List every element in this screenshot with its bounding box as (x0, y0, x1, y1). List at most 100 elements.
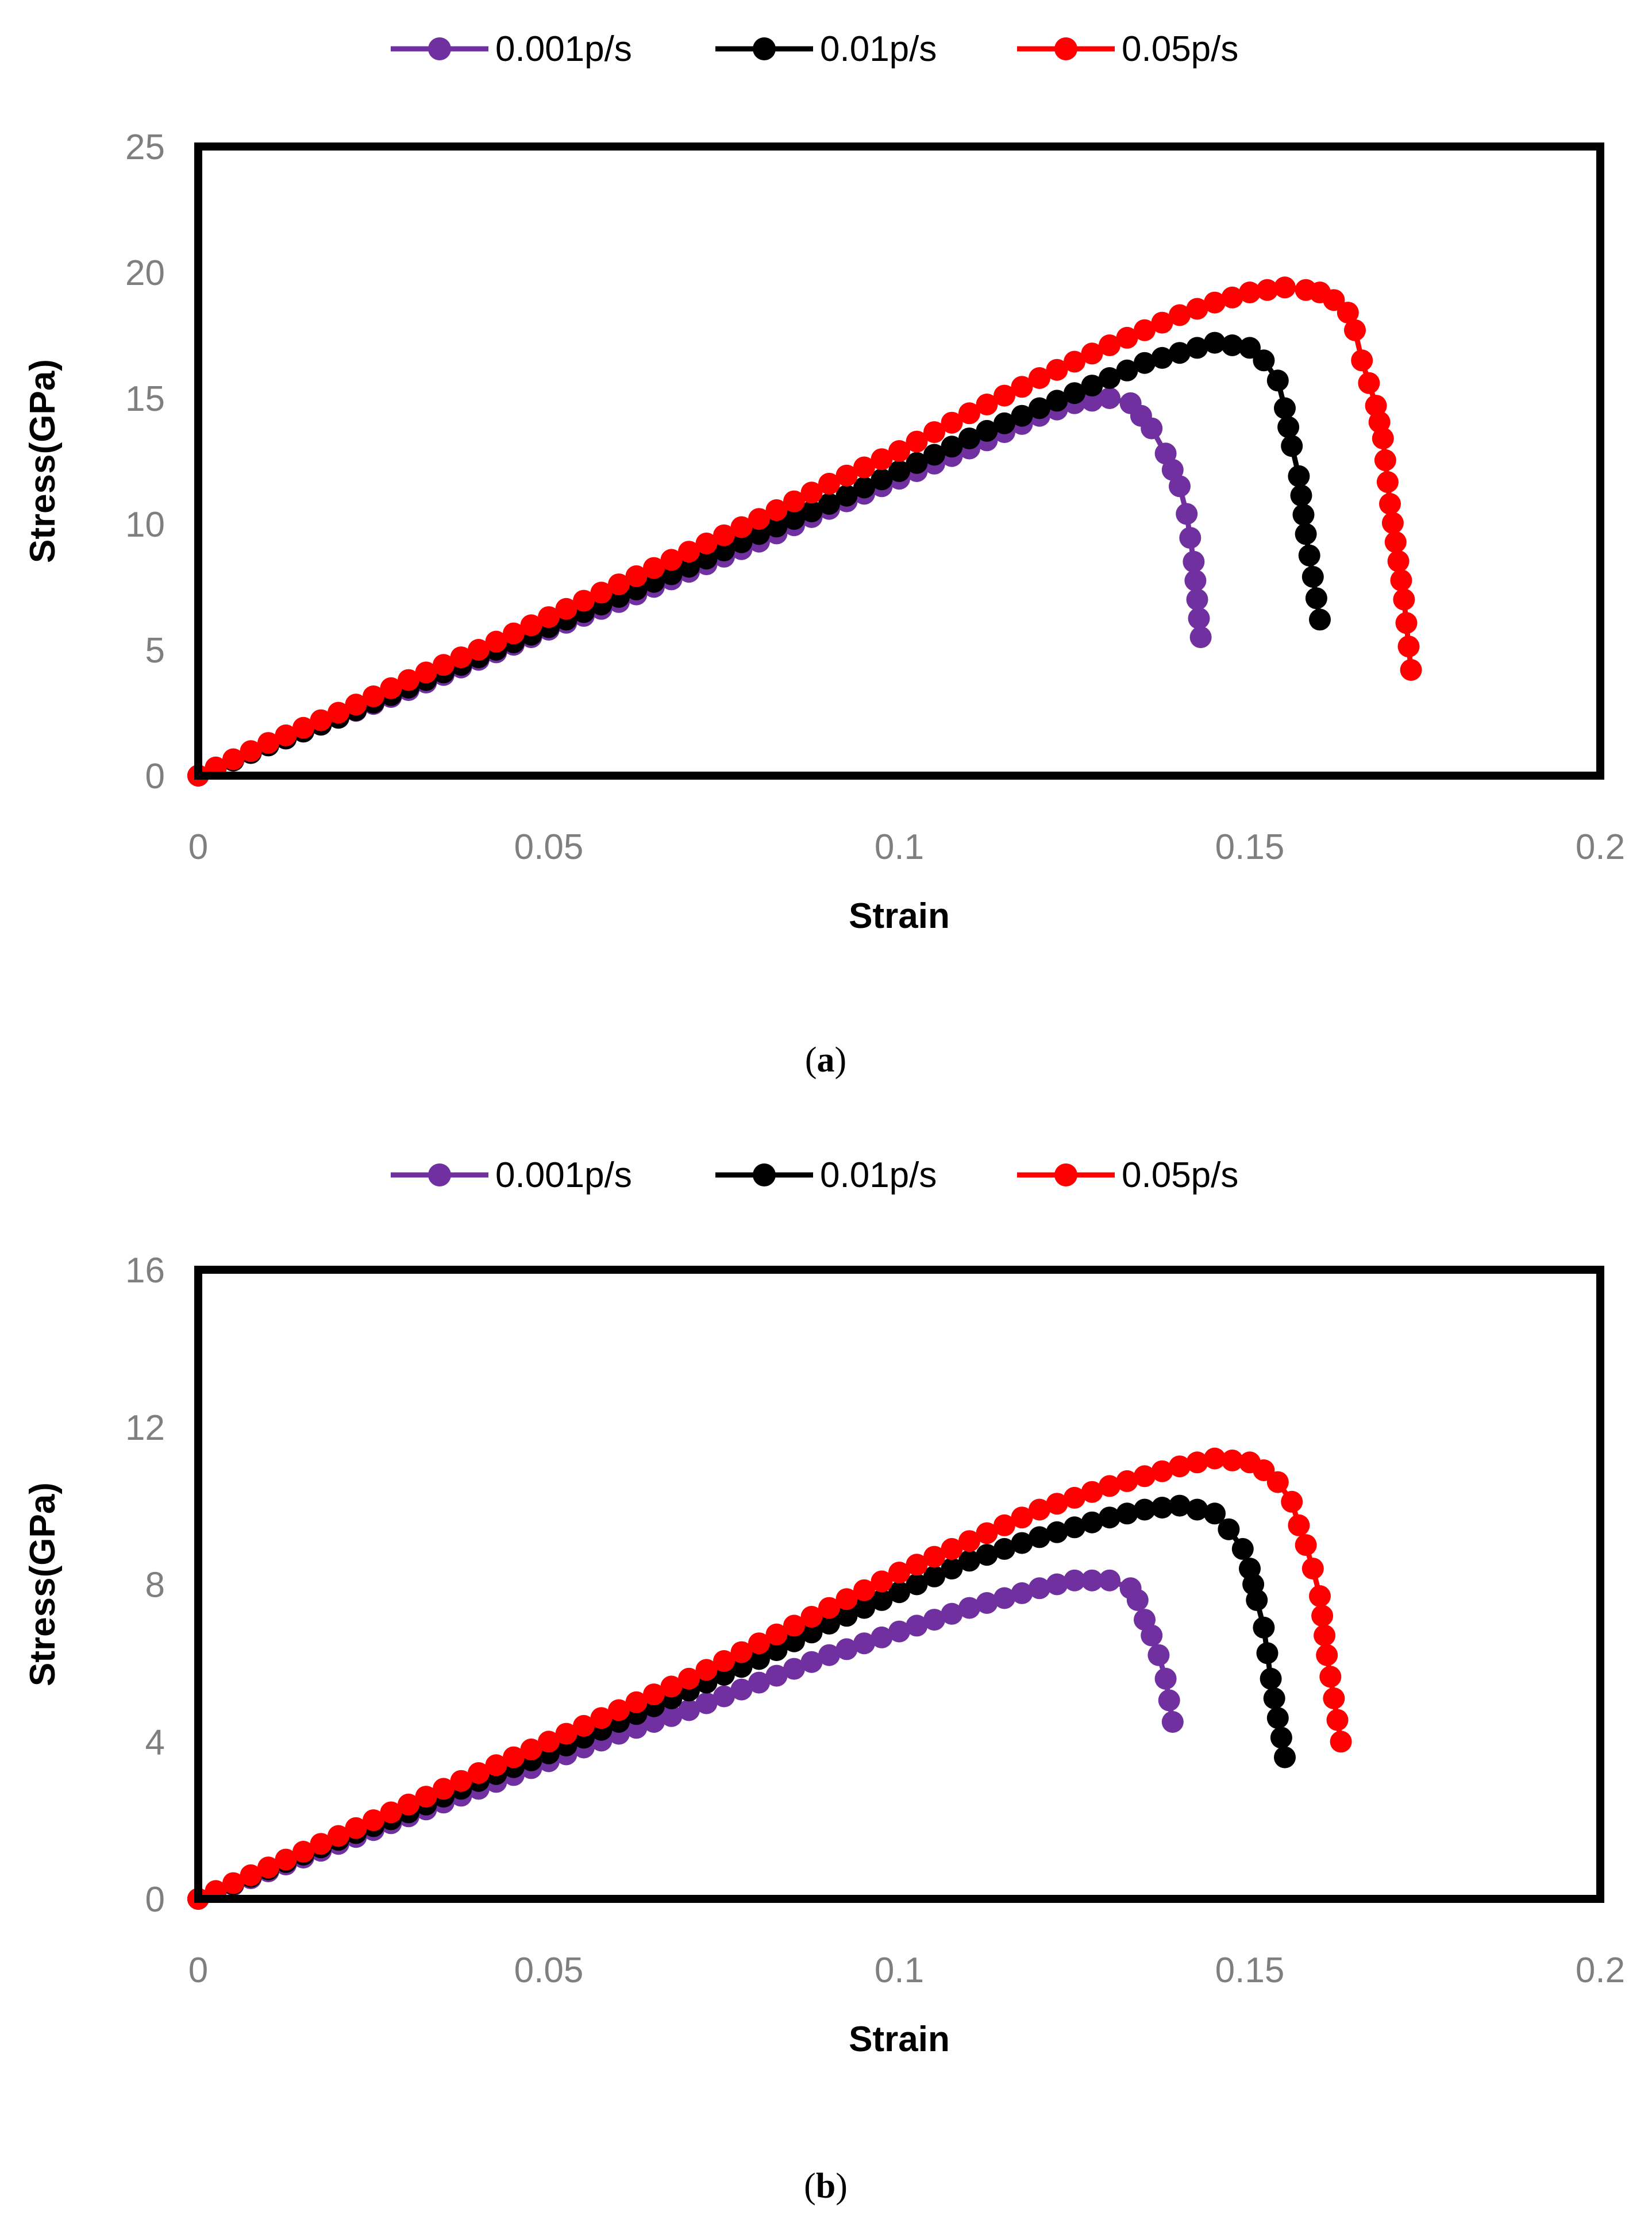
x-tick-label-0: 0 (188, 827, 208, 867)
series-1-point-68 (1293, 504, 1315, 526)
x-tick-label-4: 0.2 (1576, 1951, 1625, 1990)
series-2-point-70 (1316, 1644, 1338, 1666)
series-2-point-67 (1344, 319, 1366, 341)
series-2-point-62 (1274, 276, 1296, 298)
x-tick-label-3: 0.15 (1215, 827, 1285, 867)
y-tick-label-2: 8 (145, 1566, 165, 1605)
legend-label-1: 0.01p/s (820, 29, 937, 69)
legend-item-1[interactable]: 0.01p/s (715, 29, 937, 69)
series-2-point-74 (1330, 1731, 1352, 1752)
series-2-point-72 (1323, 1687, 1345, 1709)
legend-item-0[interactable]: 0.001p/s (391, 29, 632, 69)
caption-letter: b (816, 2167, 835, 2206)
series-0-point-59 (1176, 503, 1197, 525)
legend-item-2[interactable]: 0.05p/s (1017, 29, 1238, 69)
series-0-point-65 (1190, 626, 1212, 648)
series-1-point-61 (1253, 349, 1274, 371)
series-2-point-73 (1327, 1709, 1349, 1731)
series-2-point-72 (1372, 427, 1394, 449)
series-0-point-62 (1184, 570, 1206, 592)
series-2-point-79 (1391, 569, 1412, 591)
y-tick-label-0: 0 (145, 1880, 165, 1920)
caption-a: (a) (805, 1041, 846, 1080)
series-2-point-63 (1281, 1491, 1303, 1513)
legend-label-0: 0.001p/s (495, 29, 632, 69)
y-axis-title: Stress(GPa) (23, 1482, 63, 1686)
series-layer (187, 1448, 1352, 1910)
series-0-point-64 (1188, 607, 1210, 629)
series-1-point-71 (1302, 566, 1324, 588)
x-tick-label-0: 0 (188, 1951, 208, 1990)
x-tick-labels: 0 0.05 0.1 0.15 0.2 (188, 827, 1625, 867)
series-2-point-75 (1379, 493, 1401, 515)
series-1 (187, 332, 1331, 787)
caption-open-paren: ( (804, 2167, 816, 2206)
series-1-point-69 (1270, 1727, 1292, 1748)
series-0-point-57 (1147, 1644, 1169, 1666)
series-0-point-60 (1179, 527, 1201, 549)
series-0-point-52 (1099, 1570, 1120, 1592)
series-1-point-63 (1246, 1589, 1268, 1611)
series-1-point-72 (1306, 587, 1327, 609)
series-2-point-69 (1314, 1625, 1335, 1647)
series-2-point-71 (1319, 1666, 1341, 1687)
caption-close-paren: ) (835, 1041, 847, 1080)
caption-letter: a (817, 1041, 835, 1080)
series-2-point-65 (1295, 1534, 1317, 1556)
series-2-point-77 (1385, 531, 1407, 553)
series-1-point-66 (1288, 465, 1310, 487)
series-1-point-67 (1264, 1687, 1285, 1709)
caption-b: (b) (804, 2167, 848, 2206)
series-1-point-64 (1277, 416, 1299, 438)
series-2-point-74 (1377, 471, 1399, 493)
series-2-point-81 (1396, 612, 1418, 634)
x-tick-label-2: 0.1 (875, 1951, 924, 1990)
series-2-point-62 (1267, 1471, 1289, 1493)
series-1-point-68 (1267, 1707, 1289, 1729)
legend-item-2[interactable]: 0.05p/s (1017, 1155, 1238, 1195)
series-1-point-64 (1253, 1617, 1274, 1639)
series-2-point-66 (1302, 1558, 1324, 1579)
series-0-point-54 (1127, 1589, 1149, 1611)
legend-item-1[interactable]: 0.01p/s (715, 1155, 937, 1195)
series-2-point-76 (1382, 512, 1404, 534)
series-1-point-65 (1257, 1642, 1279, 1664)
x-tick-label-1: 0.05 (514, 1951, 584, 1990)
series-2-point-68 (1351, 349, 1373, 371)
legend-marker-0 (428, 1163, 451, 1186)
caption-close-paren: ) (835, 2167, 848, 2206)
legend-marker-1 (753, 37, 776, 60)
series-0-point-56 (1141, 1625, 1162, 1647)
series-0-point-61 (1183, 551, 1204, 573)
series-2-point-78 (1388, 550, 1410, 572)
series-1-point-70 (1299, 545, 1320, 567)
series-2-point-64 (1288, 1515, 1310, 1536)
series-1-point-73 (1309, 608, 1331, 630)
y-tick-label-4: 20 (125, 253, 165, 293)
legend-marker-2 (1054, 1163, 1077, 1186)
y-tick-label-1: 4 (145, 1723, 165, 1762)
y-tick-label-0: 0 (145, 757, 165, 796)
legend-label-2: 0.05p/s (1122, 29, 1238, 69)
figure-canvas: 0.001p/s 0.01p/s 0.05p/s 0 5 10 15 20 25… (0, 0, 1652, 2235)
series-2-point-67 (1309, 1585, 1331, 1607)
series-1-point-60 (1232, 1538, 1254, 1560)
series-1-point-70 (1274, 1747, 1296, 1768)
y-tick-labels: 0 5 10 15 20 25 (125, 128, 165, 796)
x-axis-title: Strain (849, 2020, 950, 2059)
series-2-point-68 (1311, 1605, 1333, 1627)
legend-marker-0 (428, 37, 451, 60)
legend-item-0[interactable]: 0.001p/s (391, 1155, 632, 1195)
chart-a: 0.001p/s 0.01p/s 0.05p/s 0 5 10 15 20 25… (23, 29, 1625, 1080)
x-tick-label-2: 0.1 (875, 827, 924, 867)
x-tick-labels: 0 0.05 0.1 0.15 0.2 (188, 1951, 1625, 1990)
x-tick-label-3: 0.15 (1215, 1951, 1285, 1990)
chart-b: 0.001p/s 0.01p/s 0.05p/s 0 4 8 12 16 0 0… (23, 1155, 1625, 2206)
y-tick-label-1: 5 (145, 631, 165, 670)
legend-label-1: 0.01p/s (820, 1155, 937, 1195)
legend: 0.001p/s 0.01p/s 0.05p/s (391, 1155, 1238, 1195)
series-2-point-69 (1358, 372, 1380, 394)
caption-open-paren: ( (805, 1041, 817, 1080)
y-tick-label-4: 16 (125, 1251, 165, 1290)
series-0-point-58 (1169, 475, 1191, 497)
